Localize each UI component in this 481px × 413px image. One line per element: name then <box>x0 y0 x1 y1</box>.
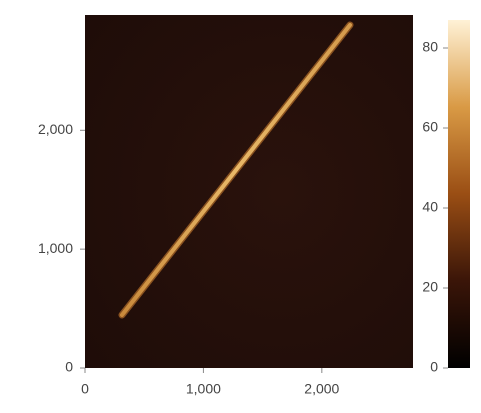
x-tick-label: 1,000 <box>186 381 221 397</box>
fiber <box>120 23 352 317</box>
x-tick-label: 0 <box>81 381 89 397</box>
colorbar-tick-label: 60 <box>422 119 438 135</box>
colorbar-tick-label: 80 <box>422 39 438 55</box>
x-tick-label: 2,000 <box>304 381 339 397</box>
colorbar-tick-label: 40 <box>422 199 438 215</box>
afm-image <box>85 15 413 368</box>
image-background <box>85 15 413 368</box>
y-tick-label: 2,000 <box>38 121 73 137</box>
colorbar <box>448 20 470 368</box>
y-tick-label: 1,000 <box>38 240 73 256</box>
colorbar-tick-label: 20 <box>422 279 438 295</box>
y-tick-label: 0 <box>65 359 73 375</box>
colorbar-tick-label: 0 <box>430 359 438 375</box>
